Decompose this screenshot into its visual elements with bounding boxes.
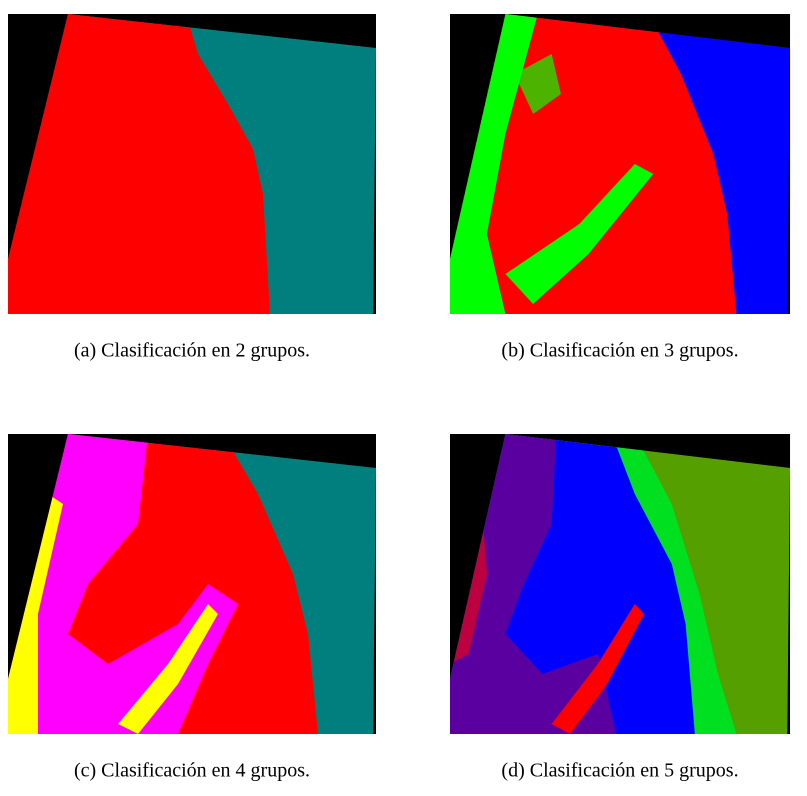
panel-a	[8, 14, 376, 314]
panel-d	[450, 434, 790, 734]
figure: (a) Clasificación en 2 grupos. (b) Clasi…	[0, 0, 807, 796]
caption: (b) Clasificación en 3 grupos.	[501, 340, 738, 362]
caption: (c) Clasificación en 4 grupos.	[74, 760, 310, 782]
caption: (a) Clasificación en 2 grupos.	[74, 340, 310, 362]
panel-c	[8, 434, 376, 734]
panel-b	[450, 14, 790, 314]
caption: (d) Clasificación en 5 grupos.	[501, 760, 738, 782]
